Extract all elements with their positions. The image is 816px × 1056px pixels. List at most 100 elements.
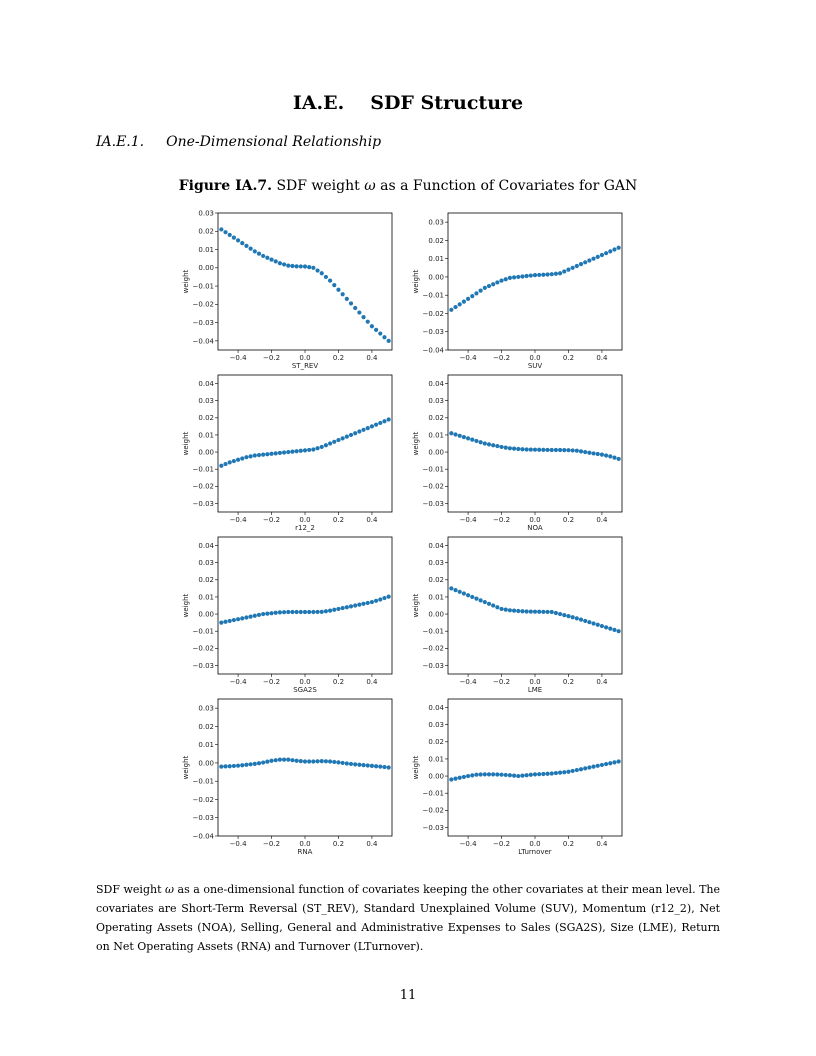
x-tick-label: −0.4 xyxy=(230,516,248,524)
data-point xyxy=(511,773,517,778)
data-point xyxy=(557,611,563,617)
data-point xyxy=(486,772,492,777)
data-point xyxy=(265,255,270,260)
data-point xyxy=(595,763,600,768)
data-point xyxy=(261,452,266,457)
data-point xyxy=(386,338,391,343)
data-point xyxy=(578,449,584,454)
data-point xyxy=(365,763,370,768)
y-tick-label: −0.03 xyxy=(423,824,444,832)
data-point xyxy=(528,447,533,452)
data-point xyxy=(574,448,579,453)
x-tick-label: 0.0 xyxy=(529,354,540,362)
x-tick-label: 0.2 xyxy=(333,516,344,524)
data-point xyxy=(357,762,362,767)
y-axis-label: weight xyxy=(412,269,420,293)
data-point xyxy=(357,310,362,315)
data-point xyxy=(290,609,295,615)
y-tick-label: −0.02 xyxy=(193,483,214,491)
y-tick-label: 0.01 xyxy=(428,593,444,601)
y-tick-label: 0.00 xyxy=(428,448,444,456)
data-point xyxy=(323,443,329,448)
data-point xyxy=(286,609,291,615)
y-tick-label: −0.01 xyxy=(193,628,214,636)
x-tick-label: −0.2 xyxy=(263,516,280,524)
chart-panel-sga2s: 0.04 0.03 0.02 0.01 0.00 −0.01 −0.02 −0.03 −0.4 −… xyxy=(182,536,393,694)
y-tick-label: −0.01 xyxy=(193,282,214,290)
section-title: IA.E. SDF Structure xyxy=(0,92,816,114)
data-point xyxy=(453,776,458,781)
data-point xyxy=(294,609,299,615)
data-point xyxy=(457,433,462,438)
data-point xyxy=(302,609,308,615)
data-point xyxy=(470,773,475,778)
data-point xyxy=(545,447,550,453)
y-tick-label: 0.01 xyxy=(198,431,214,439)
data-point xyxy=(499,444,504,450)
data-point xyxy=(616,759,621,764)
data-point xyxy=(378,420,383,426)
data-point xyxy=(612,760,617,765)
data-point xyxy=(616,629,621,634)
data-point xyxy=(231,763,236,769)
data-point xyxy=(357,429,362,434)
data-point xyxy=(298,264,303,269)
x-tick-label: 0.0 xyxy=(299,516,310,524)
data-point xyxy=(465,593,471,598)
x-tick-label: −0.4 xyxy=(230,840,248,848)
data-point xyxy=(537,272,542,278)
subsection-title-text: One-Dimensional Relationship xyxy=(166,134,382,150)
data-point xyxy=(557,271,563,276)
figure-caption-post: as a Function of Covariates for GAN xyxy=(380,178,638,194)
data-point xyxy=(298,759,303,764)
x-tick-label: 0.2 xyxy=(563,678,574,686)
data-point xyxy=(453,304,458,310)
data-point xyxy=(315,268,320,273)
data-point xyxy=(537,609,542,614)
chart-panel-st-rev: 0.03 0.02 0.01 0.00 −0.01 −0.02 −0.03 −0.04 −0.4… xyxy=(182,209,393,370)
data-point xyxy=(344,296,349,301)
data-point xyxy=(231,458,236,464)
data-point xyxy=(248,614,253,619)
data-point xyxy=(336,606,341,612)
data-point xyxy=(361,763,366,768)
data-point xyxy=(562,269,567,274)
data-point xyxy=(244,455,249,460)
chart-panel-noa: 0.04 0.03 0.02 0.01 0.00 −0.01 −0.02 −0.03 −0.4 −… xyxy=(412,374,623,532)
data-point xyxy=(503,445,508,450)
x-tick-label: 0.4 xyxy=(596,354,608,362)
data-point xyxy=(386,594,391,599)
data-point xyxy=(478,288,483,293)
data-point xyxy=(520,773,525,778)
x-tick-label: 0.0 xyxy=(299,840,310,848)
data-point xyxy=(449,431,454,436)
data-point xyxy=(277,610,283,615)
data-point xyxy=(273,259,278,264)
y-tick-label: −0.02 xyxy=(193,301,214,309)
data-point xyxy=(369,424,375,429)
data-point xyxy=(332,439,337,444)
chart-panel-r12-2: 0.04 0.03 0.02 0.01 0.00 −0.01 −0.02 −0.03 −0.4 −… xyxy=(182,374,393,532)
data-point xyxy=(256,452,262,458)
data-point xyxy=(374,598,379,603)
data-point xyxy=(265,452,270,457)
data-point xyxy=(336,437,341,443)
data-point xyxy=(319,759,324,764)
data-point xyxy=(219,764,224,769)
data-point xyxy=(319,444,324,450)
data-point xyxy=(478,598,483,603)
data-point xyxy=(612,247,617,252)
data-point xyxy=(583,449,588,455)
data-point xyxy=(273,758,278,763)
data-point xyxy=(583,766,588,771)
y-tick-label: −0.03 xyxy=(193,500,214,508)
y-tick-label: 0.04 xyxy=(198,380,214,388)
data-point xyxy=(365,425,370,431)
x-tick-label: −0.2 xyxy=(493,678,510,686)
data-point xyxy=(248,246,253,251)
data-point xyxy=(336,287,341,292)
y-tick-label: 0.02 xyxy=(198,414,214,422)
data-point xyxy=(583,618,588,624)
data-point xyxy=(294,264,299,269)
data-point xyxy=(261,253,266,259)
